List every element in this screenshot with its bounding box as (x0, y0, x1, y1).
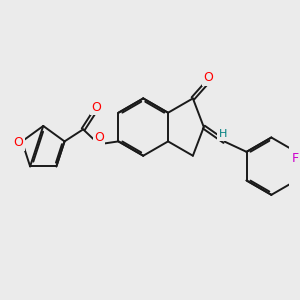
Text: F: F (292, 152, 299, 165)
Text: O: O (204, 71, 214, 84)
Text: O: O (14, 136, 23, 149)
Text: H: H (219, 129, 227, 140)
Text: O: O (94, 131, 104, 145)
Text: O: O (92, 101, 102, 114)
